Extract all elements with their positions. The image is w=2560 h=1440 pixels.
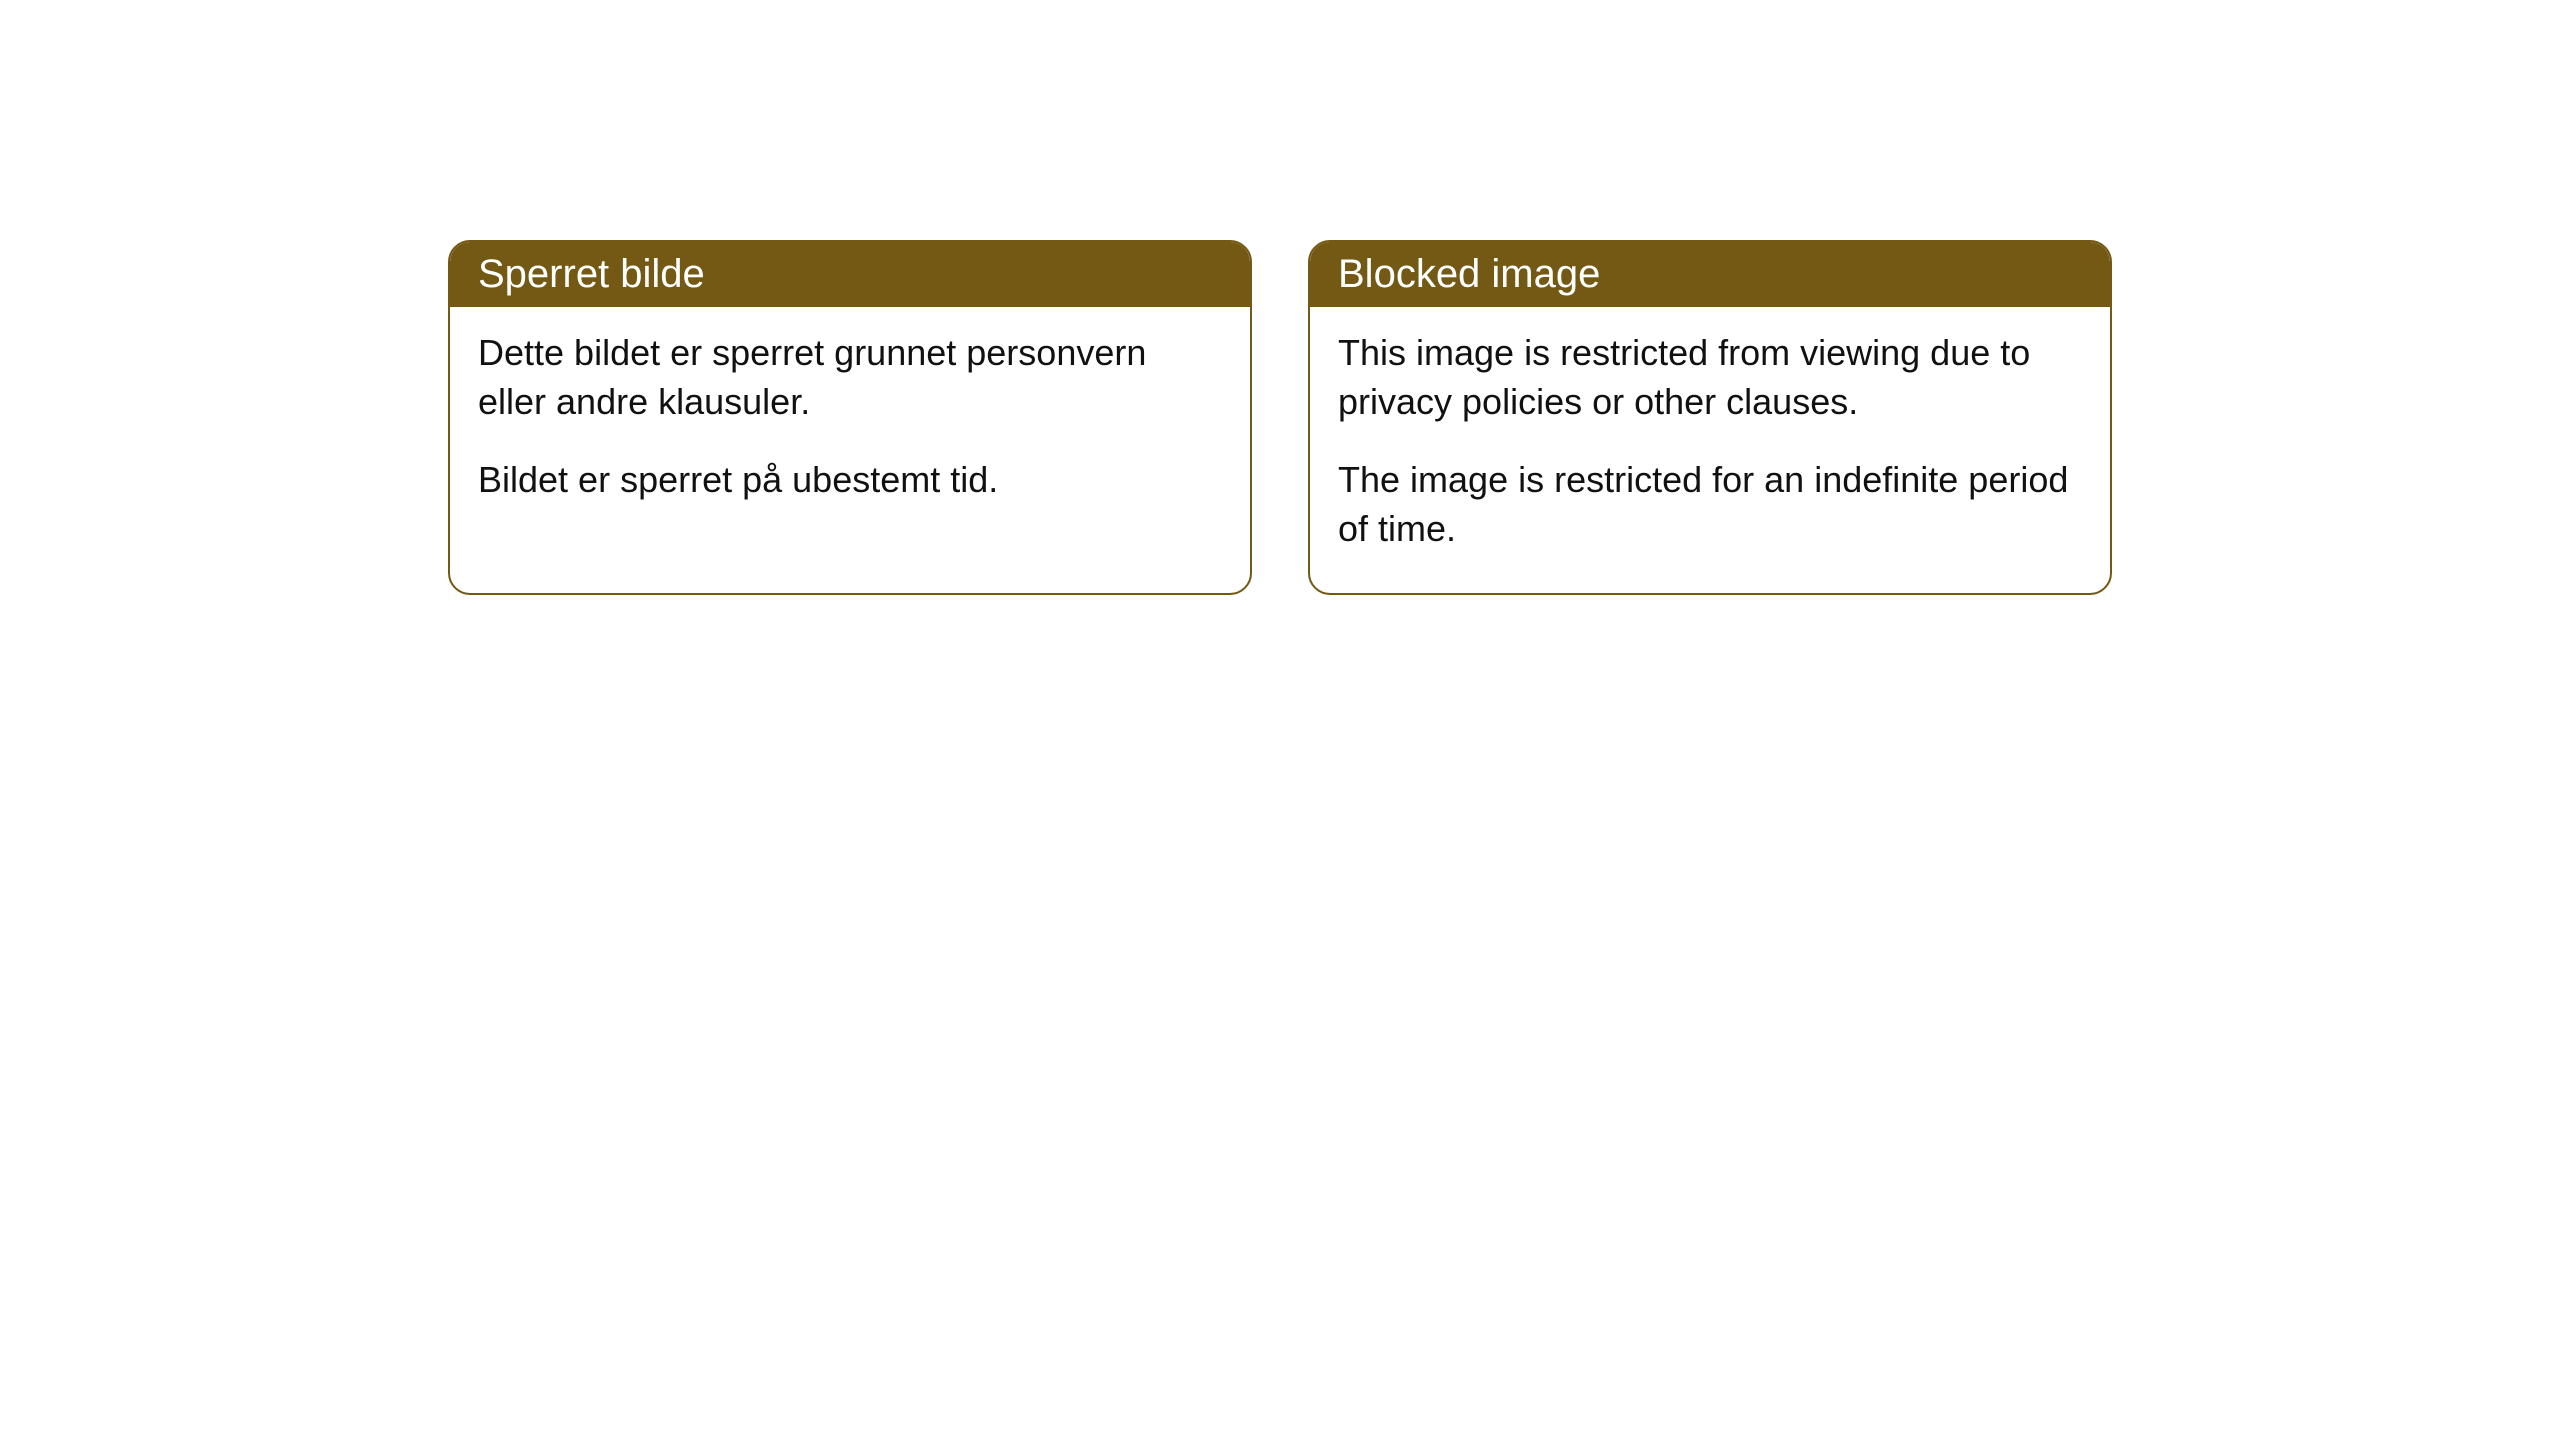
card-paragraph-2: Bildet er sperret på ubestemt tid. (478, 456, 1222, 505)
card-title: Sperret bilde (478, 252, 705, 296)
card-paragraph-2: The image is restricted for an indefinit… (1338, 456, 2082, 553)
card-header-norwegian: Sperret bilde (450, 242, 1250, 307)
card-norwegian: Sperret bilde Dette bildet er sperret gr… (448, 240, 1252, 595)
card-body-norwegian: Dette bildet er sperret grunnet personve… (450, 307, 1250, 545)
card-paragraph-1: This image is restricted from viewing du… (1338, 329, 2082, 426)
card-header-english: Blocked image (1310, 242, 2110, 307)
card-paragraph-1: Dette bildet er sperret grunnet personve… (478, 329, 1222, 426)
card-body-english: This image is restricted from viewing du… (1310, 307, 2110, 593)
card-english: Blocked image This image is restricted f… (1308, 240, 2112, 595)
cards-container: Sperret bilde Dette bildet er sperret gr… (0, 0, 2560, 595)
card-title: Blocked image (1338, 252, 1600, 296)
